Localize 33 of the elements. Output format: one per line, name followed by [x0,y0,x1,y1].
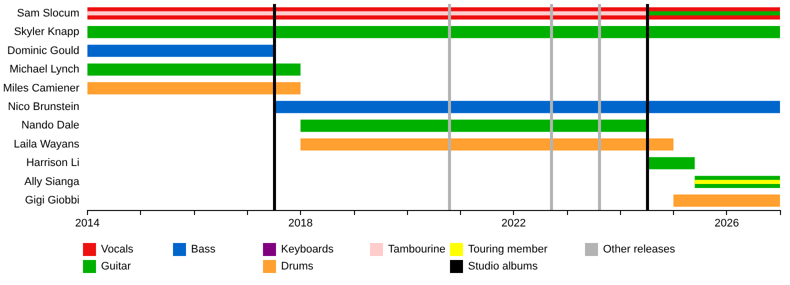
bar [673,194,780,207]
legend-label: Drums [281,260,314,272]
bar [694,180,780,184]
y-tick-label: Nando Dale [21,120,80,132]
bar [300,120,647,132]
bar [300,138,674,151]
legend-label: Keyboards [281,244,334,256]
legend-label: Studio albums [468,260,538,272]
x-tick-label: 2026 [714,218,739,230]
x-tick-label: 2018 [288,218,313,230]
y-tick-label: Nico Brunstein [8,101,80,113]
bar [87,11,647,16]
legend-label: Guitar [101,260,132,272]
x-tick-label: 2022 [501,218,526,230]
y-tick-label: Skyler Knapp [14,26,80,38]
y-tick-label: Miles Camiener [2,82,80,94]
bar [87,82,301,94]
bar [87,63,301,76]
y-tick-label: Ally Sianga [24,176,80,188]
y-tick-label: Laila Wayans [14,138,80,150]
y-tick-label: Sam Slocum [17,7,80,20]
legend-label: Other releases [603,244,676,256]
y-tick-label: Harrison Li [26,157,80,170]
legend-label: Tambourine [388,244,446,256]
x-tick-label: 2014 [75,218,100,230]
bar [87,44,274,57]
bar [87,26,780,38]
y-tick-label: Dominic Gould [7,44,80,57]
legend-label: Vocals [101,244,134,256]
legend-label: Touring member [468,244,548,256]
y-tick-label: Michael Lynch [10,64,80,76]
y-tick-label: Gigi Giobbi [24,194,80,207]
legend-label: Bass [191,244,216,256]
